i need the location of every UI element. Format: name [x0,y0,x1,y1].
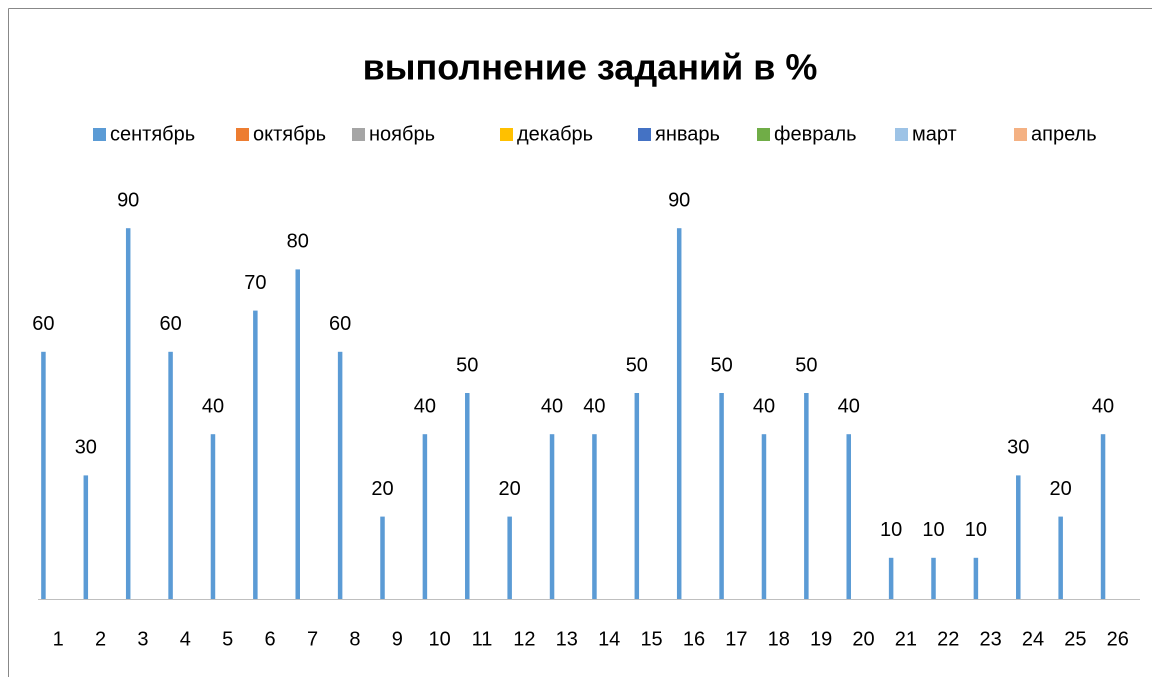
data-label: 30 [75,437,97,459]
x-tick-label: 14 [598,628,620,650]
bar [507,516,512,599]
data-label: 30 [1007,437,1029,459]
legend-label: апрель [1031,123,1097,145]
legend-label: октябрь [253,123,326,145]
legend-swatch [352,128,365,141]
bar [676,228,682,599]
x-tick-label: 8 [349,628,360,650]
x-tick-label: 26 [1107,628,1129,650]
data-label: 50 [795,354,817,376]
x-tick-label: 13 [556,628,578,650]
bar [592,434,597,599]
data-label: 20 [499,478,521,500]
x-tick-label: 21 [895,628,917,650]
bar [846,434,851,599]
x-tick-label: 16 [683,628,705,650]
bar [83,475,89,599]
data-label: 60 [32,313,54,335]
data-label: 20 [371,478,393,500]
bar [804,393,809,599]
bar [1100,434,1106,599]
data-label: 80 [287,231,309,253]
x-tick-label: 3 [137,628,148,650]
bar [761,434,767,599]
x-tick-label: 25 [1064,628,1086,650]
x-tick-label: 22 [937,628,959,650]
bar [719,393,724,599]
data-label: 50 [626,354,648,376]
x-tick-label: 20 [852,628,874,650]
legend-swatch [236,128,249,141]
bar [973,557,979,599]
legend-swatch [93,128,106,141]
legend-label: февраль [774,123,857,145]
x-tick-label: 1 [53,628,64,650]
data-label: 50 [456,354,478,376]
data-label: 40 [838,395,860,417]
x-tick-label: 4 [180,628,191,650]
bar [634,393,640,599]
data-label: 40 [202,395,224,417]
data-label: 50 [710,354,732,376]
data-label: 70 [244,272,266,294]
legend-label: март [912,123,957,145]
data-label: 40 [753,395,775,417]
data-label: 60 [329,313,351,335]
x-tick-label: 19 [810,628,832,650]
bar [380,516,385,599]
bar [1058,516,1063,599]
x-tick-label: 5 [222,628,233,650]
bar [210,434,216,599]
bar [168,351,173,599]
x-tick-label: 9 [392,628,403,650]
data-label: 40 [541,395,563,417]
bar [422,434,428,599]
bar [295,269,300,599]
bar [1016,475,1021,599]
bar [41,351,46,599]
legend-label: декабрь [517,123,593,145]
bar [888,557,894,599]
bar [337,351,343,599]
legend-label: ноябрь [369,123,435,145]
legend-label: январь [655,123,720,145]
data-label: 60 [159,313,181,335]
legend-swatch [895,128,908,141]
data-label: 40 [1092,395,1114,417]
legend-swatch [638,128,651,141]
bar [931,557,936,599]
bar [465,393,470,599]
x-tick-label: 7 [307,628,318,650]
x-tick-label: 17 [725,628,747,650]
data-label: 40 [414,395,436,417]
legend-label: сентябрь [110,123,195,145]
data-label: 10 [922,519,944,541]
data-label: 40 [583,395,605,417]
legend-swatch [500,128,513,141]
bar [549,434,555,599]
x-tick-label: 18 [768,628,790,650]
x-tick-label: 6 [265,628,276,650]
data-label: 10 [965,519,987,541]
x-tick-label: 24 [1022,628,1044,650]
data-label: 10 [880,519,902,541]
x-tick-label: 23 [980,628,1002,650]
x-tick-label: 12 [513,628,535,650]
x-tick-label: 10 [429,628,451,650]
data-label: 90 [668,189,690,211]
x-tick-label: 11 [472,628,493,650]
x-tick-label: 2 [95,628,106,650]
chart-title: выполнение заданий в % [363,47,818,88]
legend-swatch [1014,128,1027,141]
data-label: 90 [117,189,139,211]
x-tick-label: 15 [640,628,662,650]
data-label: 20 [1050,478,1072,500]
legend-swatch [757,128,770,141]
bar [125,228,131,599]
bar [253,310,258,599]
